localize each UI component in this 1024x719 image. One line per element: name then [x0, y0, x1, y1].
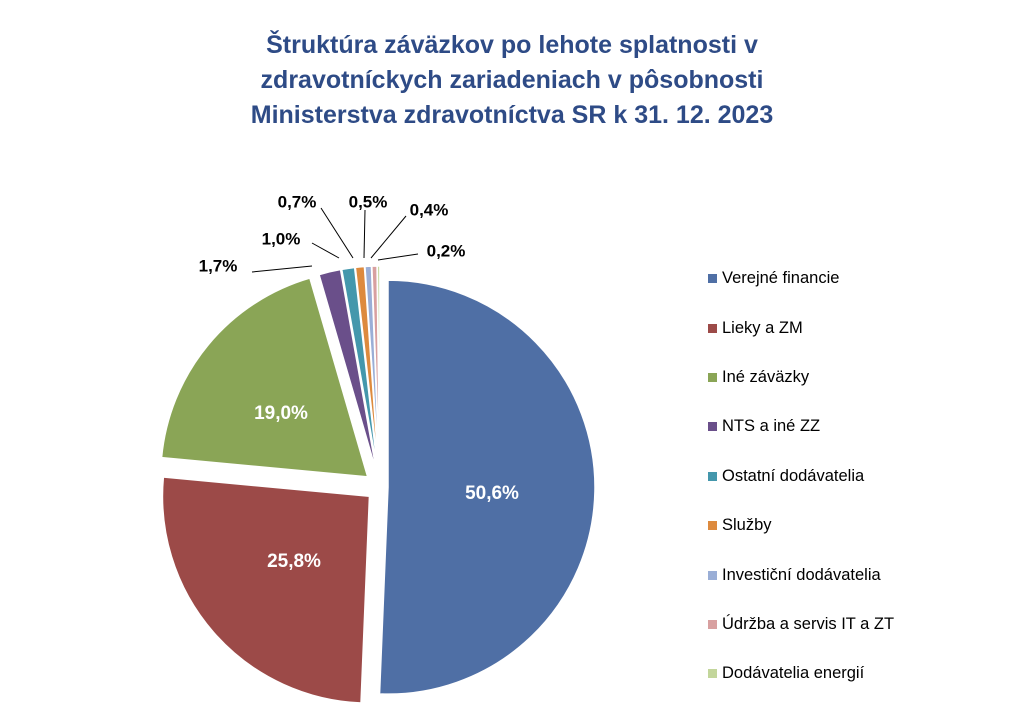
- legend-label: Investiční dodávatelia: [722, 565, 881, 584]
- slice-label-1: 50,6%: [465, 483, 519, 504]
- legend: Verejné financie Lieky a ZM Iné záväzky NTS…: [708, 254, 1008, 699]
- pie-slice-4: [318, 268, 378, 474]
- pie-slice-5: [340, 266, 379, 474]
- legend-swatch: [708, 274, 717, 284]
- legend-swatch: [708, 372, 717, 382]
- slice-label-4: 1,7%: [199, 256, 238, 275]
- legend-item-3: Iné záväzky: [708, 353, 1008, 402]
- legend-swatch: [708, 422, 717, 432]
- chart-title-line-1: Štruktúra záväzkov po lehote splatnosti …: [266, 31, 758, 59]
- legend-item-2: Lieky a ZM: [708, 303, 1008, 352]
- legend-item-5: Ostatní dodávatelia: [708, 452, 1008, 501]
- legend-label: NTS a iné ZZ: [722, 417, 821, 436]
- legend-item-9: Dodávatelia energií: [708, 649, 1008, 698]
- leader-line-7: [363, 209, 366, 259]
- legend-label: Údržba a servis IT a ZT: [722, 614, 895, 633]
- leader-line-5: [311, 242, 340, 259]
- legend-label: Iné záväzky: [722, 367, 810, 386]
- legend-label: Služby: [722, 516, 772, 535]
- pie-leader-lines: [251, 207, 419, 273]
- legend-swatch: [708, 471, 717, 481]
- leader-line-9: [377, 253, 419, 261]
- slice-label-6: 0,7%: [278, 192, 317, 211]
- pie-slice-3: [160, 277, 369, 478]
- legend-label: Dodávatelia energií: [722, 664, 865, 683]
- pie-slice-9: [376, 265, 381, 474]
- chart-title-line-2: zdravotníckych zariadeniach v pôsobnosti: [260, 66, 764, 94]
- legend-item-6: Služby: [708, 501, 1008, 550]
- slice-label-8: 0,4%: [410, 200, 449, 219]
- chart-title: Štruktúra záväzkov po lehote splatnosti …: [0, 28, 1024, 133]
- legend-swatch: [708, 570, 717, 580]
- legend-label: Lieky a ZM: [722, 318, 803, 337]
- slice-label-7: 0,5%: [349, 192, 388, 211]
- legend-label: Ostatní dodávatelia: [722, 466, 865, 485]
- legend-item-8: Údržba a servis IT a ZT: [708, 600, 1008, 649]
- legend-swatch: [708, 323, 717, 333]
- leader-line-6: [320, 207, 354, 259]
- leader-line-4: [251, 265, 313, 273]
- chart-title-line-3: Ministerstva zdravotníctva SR k 31. 12. …: [250, 101, 774, 129]
- slice-label-5: 1,0%: [262, 229, 301, 248]
- legend-swatch: [708, 619, 717, 629]
- slice-label-9: 0,2%: [427, 241, 466, 260]
- legend-item-7: Investiční dodávatelia: [708, 550, 1008, 599]
- pie-labels: 50,6% 25,8% 19,0% 1,7% 1,0% 0,7% 0,5% 0,4% 0,2%: [199, 192, 519, 572]
- legend-label: Verejné financie: [722, 269, 840, 288]
- pie-slices: [160, 265, 596, 704]
- pie-slice-1: [378, 279, 596, 695]
- legend-swatch: [708, 521, 717, 531]
- leader-line-8: [370, 215, 407, 259]
- legend-swatch: [708, 669, 717, 679]
- pie-slice-2: [161, 476, 371, 704]
- slice-label-3: 19,0%: [254, 403, 308, 424]
- legend-item-1: Verejné financie: [708, 254, 1008, 303]
- slice-label-2: 25,8%: [267, 551, 321, 572]
- legend-item-4: NTS a iné ZZ: [708, 402, 1008, 451]
